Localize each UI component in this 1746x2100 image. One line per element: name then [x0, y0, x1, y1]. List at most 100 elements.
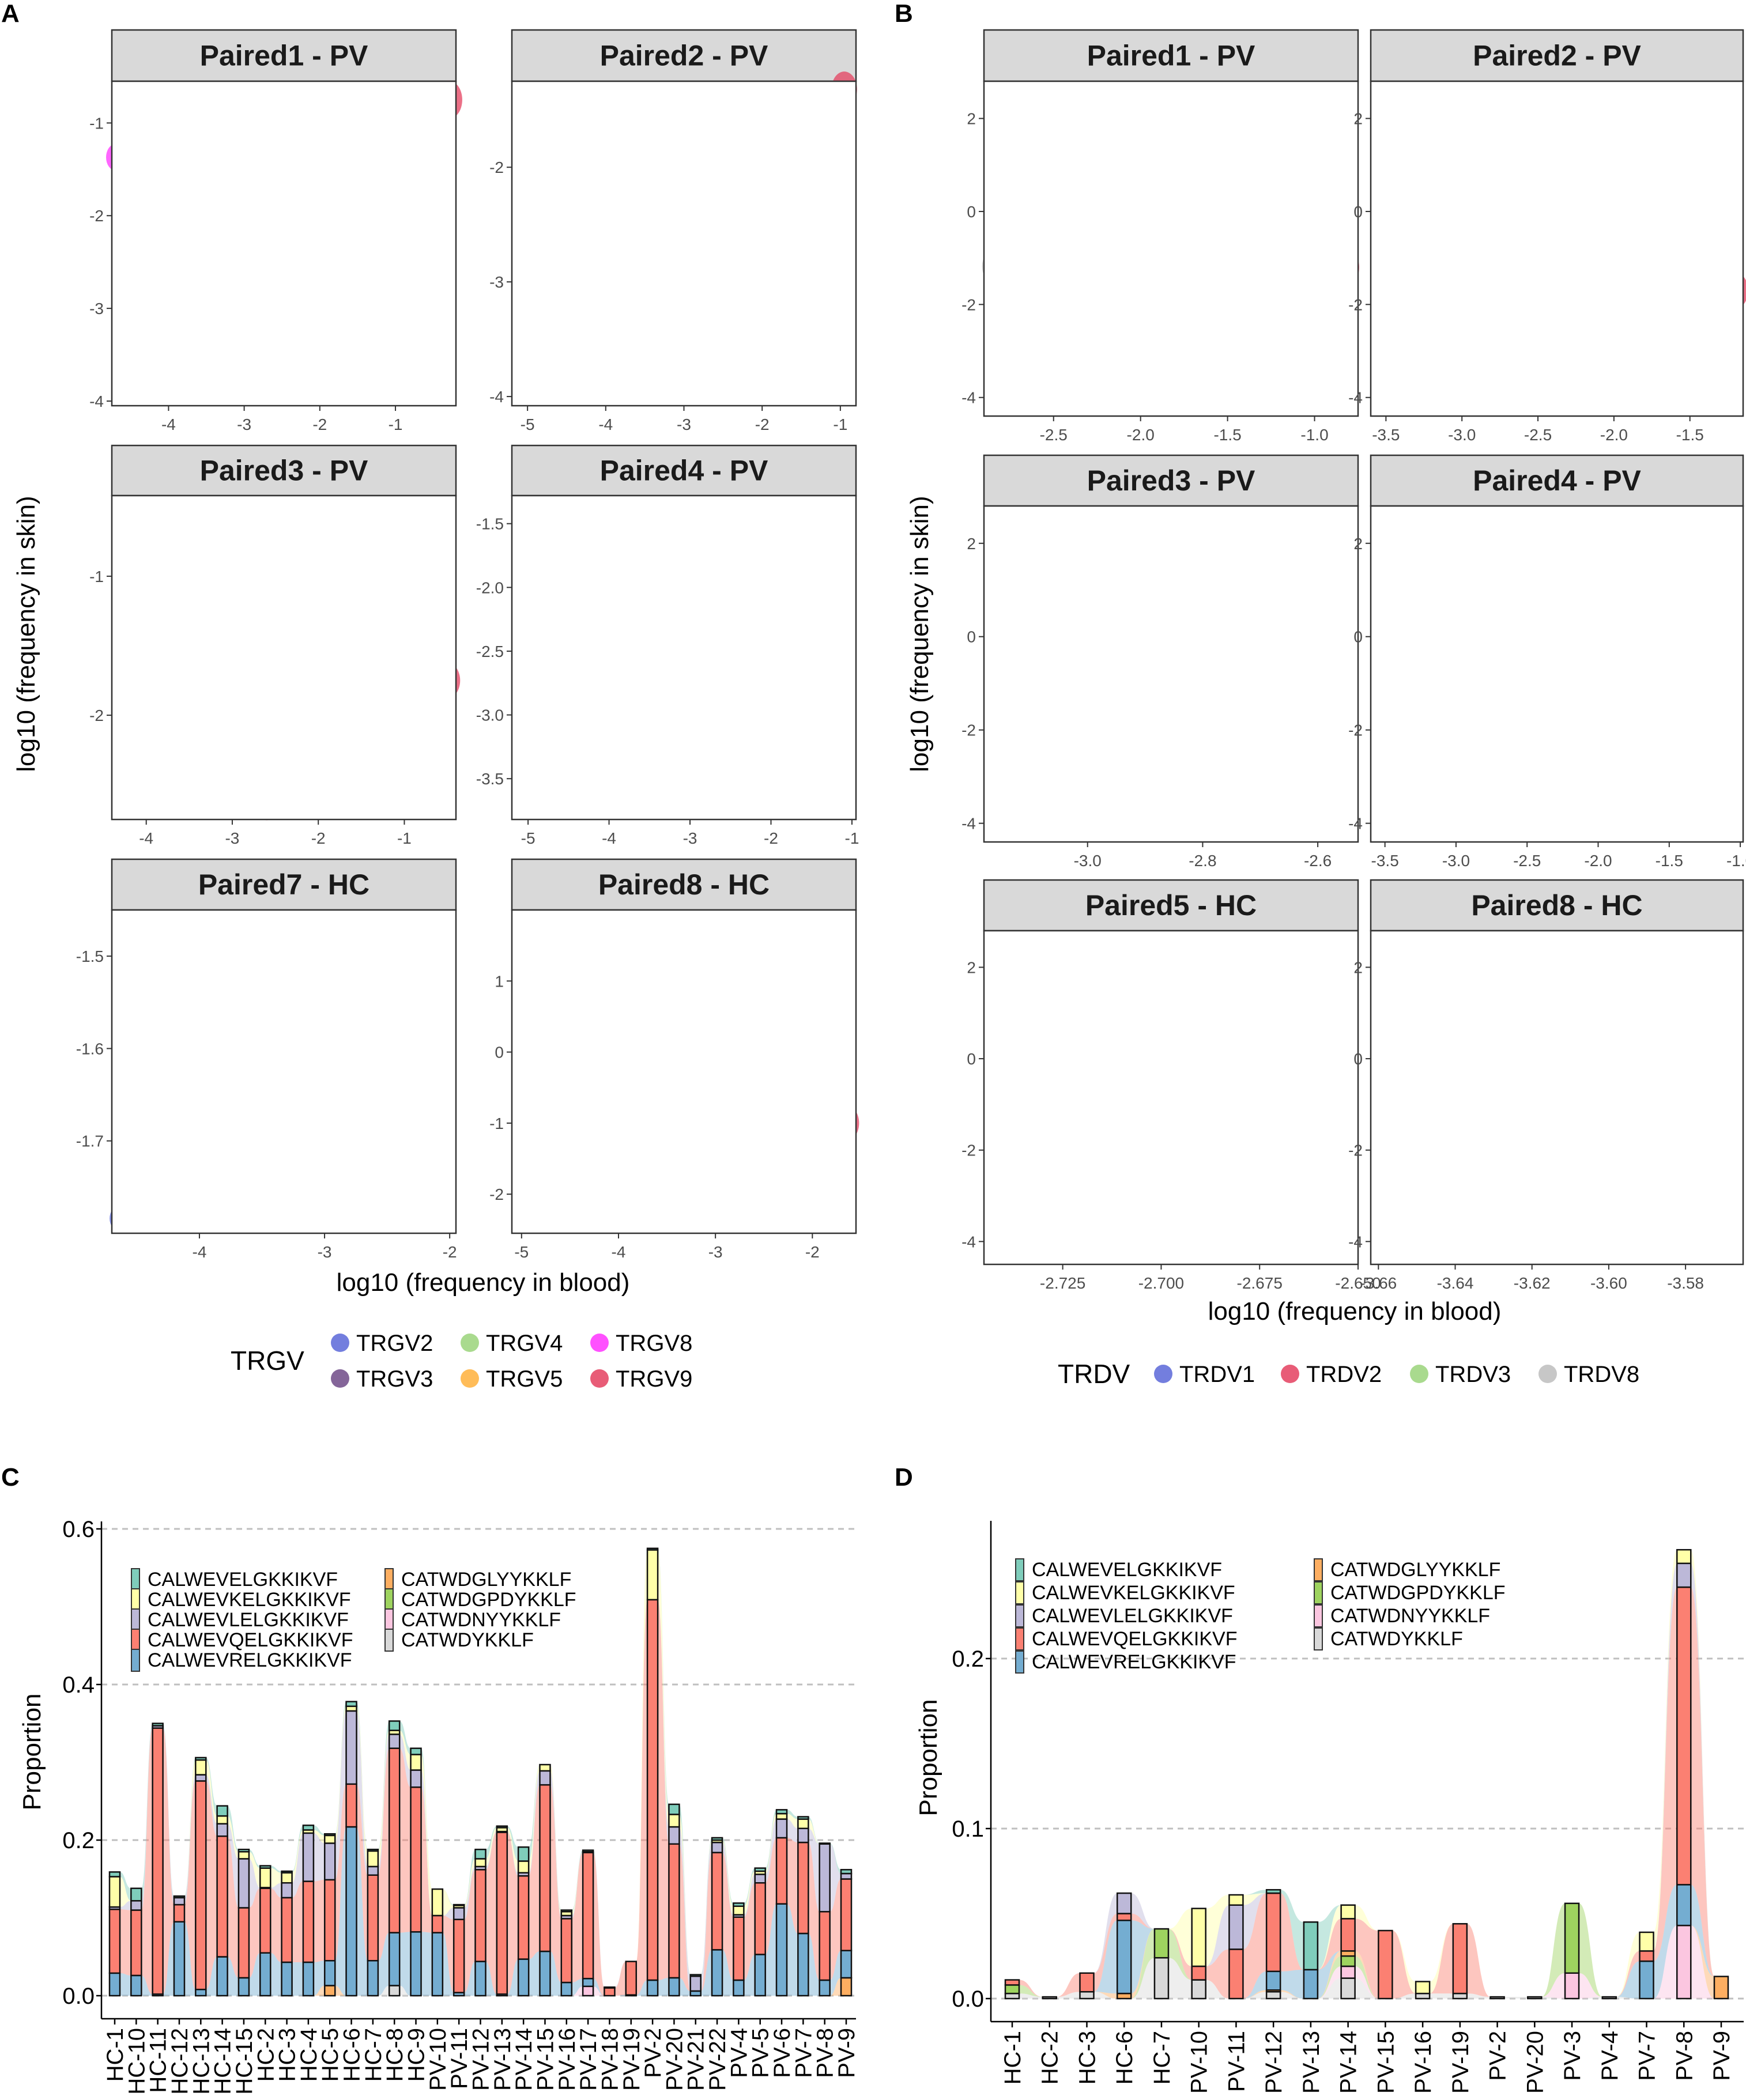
bar-segment	[1676, 1924, 1692, 2000]
bar-stack: PV-11	[1224, 1894, 1249, 2092]
x-tick-label: -2.650	[1335, 1274, 1381, 1292]
x-tick-label: -1.5	[1676, 426, 1704, 444]
bar-stack: PV-2	[1485, 1996, 1511, 2081]
bar-segment	[582, 1852, 594, 1980]
bar-segment	[517, 1860, 530, 1874]
x-tick-label: -3	[318, 1243, 332, 1261]
alluvium-flow	[700, 1842, 712, 1991]
alluvium-flow	[206, 1757, 217, 1816]
x-tick-label: HC-14	[210, 2028, 236, 2095]
plot-border	[983, 505, 1359, 843]
bar-stack: PV-7	[791, 1816, 816, 2078]
facet-strip	[1370, 29, 1744, 82]
bar-segment	[474, 1858, 487, 1868]
facet-title: Paired5 - HC	[1085, 889, 1257, 921]
y-tick-label: -1	[489, 1115, 504, 1132]
bar-segment	[1042, 1996, 1057, 2000]
bar-segment	[1340, 1965, 1356, 1979]
y-tick-label: 0.1	[952, 1816, 984, 1842]
bar-segment	[345, 1710, 357, 1785]
facet-title: Paired4 - PV	[1473, 464, 1641, 497]
alluvium-flow	[1317, 1905, 1341, 1970]
alluvium-flow	[248, 1852, 261, 1888]
alluvium-flow	[722, 1950, 734, 1996]
alluvium-flow	[787, 1814, 798, 1829]
alluvium-flow	[248, 1849, 261, 1868]
alluvium-flow	[744, 1883, 755, 1980]
bar-stack: PV-11	[447, 1903, 472, 2089]
y-tick-label: -4	[1348, 815, 1363, 833]
alluvium-flow	[529, 1785, 540, 1959]
y-tick-label: 0.0	[62, 1984, 95, 2009]
alluvium-flow	[184, 1921, 196, 1996]
alluvium-flow	[292, 1830, 303, 1883]
alluvium-flow	[679, 1844, 691, 1991]
bar-segment	[517, 1846, 530, 1862]
bar-segment	[1079, 1991, 1095, 2000]
y-tick-label: -2.0	[476, 579, 504, 596]
legend-swatch	[1154, 1365, 1172, 1383]
legend-label: TRDV3	[1435, 1362, 1511, 1387]
alluvium-flow	[1205, 1949, 1230, 1999]
a-facet: Paired4 - PV -5 -4 -3 -2 -1 -3.5 -3.0 -2.5 -2.0 -1…	[476, 444, 859, 847]
bar-segment	[431, 1914, 444, 1933]
bar-segment	[775, 1903, 788, 1997]
bar-segment	[840, 1950, 853, 1979]
bar-stack: PV-13	[1299, 1921, 1324, 2094]
x-tick-label: PV-2	[1485, 2031, 1511, 2081]
b-facet: Paired4 - PV -3.5 -3.0 -2.5 -2.0 -1.5 -1.0 -4 -2…	[1348, 454, 1746, 870]
facet-strip	[1370, 879, 1744, 932]
alluvium-flow	[464, 1859, 476, 1908]
alluvium-flow	[1466, 1924, 1491, 1997]
y-tick-label: 0.6	[62, 1517, 95, 1542]
bar-segment	[474, 1848, 487, 1860]
x-tick-label: PV-19	[1448, 2031, 1473, 2094]
facet-title: Paired2 - PV	[1473, 40, 1641, 72]
bar-segment	[517, 1875, 530, 1960]
x-tick-label: -2.5	[1513, 852, 1541, 870]
alluvium-flow	[507, 1831, 519, 1876]
alluvium-flow	[163, 1725, 174, 1905]
x-tick-label: -1	[833, 416, 847, 433]
alluvium-flow	[507, 1827, 519, 1873]
facet-strip	[111, 858, 457, 911]
bar-segment	[259, 1865, 271, 1869]
bar-segment	[1153, 1957, 1170, 2000]
y-tick-label: 0.0	[952, 1986, 984, 2012]
bar-segment	[367, 1850, 379, 1868]
alluvium-flow	[529, 1765, 540, 1873]
bar-segment	[1116, 1913, 1132, 1921]
bar-segment	[237, 1848, 250, 1853]
legend-label: TRGV3	[356, 1366, 433, 1392]
bar-segment	[216, 1835, 228, 1958]
plot-border	[111, 494, 457, 821]
alluvium-flow	[808, 1842, 820, 1980]
bar-segment	[668, 1843, 680, 1979]
alluvium-flow	[700, 1840, 712, 1977]
alluvium-flow	[1392, 1931, 1416, 1994]
alluvium-flow	[378, 1748, 390, 1961]
bar-segment	[1228, 1948, 1244, 2000]
alluvium-flow	[787, 1810, 798, 1819]
alluvium-flow	[1093, 1920, 1118, 1994]
alluvium-flow	[550, 1951, 561, 1996]
bar-segment	[1303, 1921, 1319, 1971]
bar-stack: PV-21	[684, 1974, 709, 2091]
legend-swatch	[1015, 1627, 1024, 1650]
bar-segment	[539, 1770, 551, 1786]
x-tick-label: -2.0	[1600, 426, 1628, 444]
legend-label: CALWEVKELGKKIKVF	[1032, 1582, 1235, 1604]
y-tick-label: 2	[967, 535, 976, 553]
x-axis-title: log10 (frequency in blood)	[337, 1268, 630, 1297]
x-tick-label: -5	[514, 1243, 529, 1261]
alluvium-flow	[120, 1872, 131, 1901]
bar-segment	[152, 1723, 164, 1727]
bar-segment	[840, 1869, 853, 1875]
bar-stack: PV-19	[1448, 1923, 1473, 2094]
x-tick-label: -2.8	[1189, 852, 1216, 870]
x-tick-label: -4	[161, 416, 176, 433]
bar-segment	[646, 1599, 659, 1981]
alluvium-flow	[1355, 1978, 1379, 1999]
y-axis-title: log10 (frequency in skin)	[12, 496, 40, 772]
alluvium-flow	[744, 1954, 755, 1996]
